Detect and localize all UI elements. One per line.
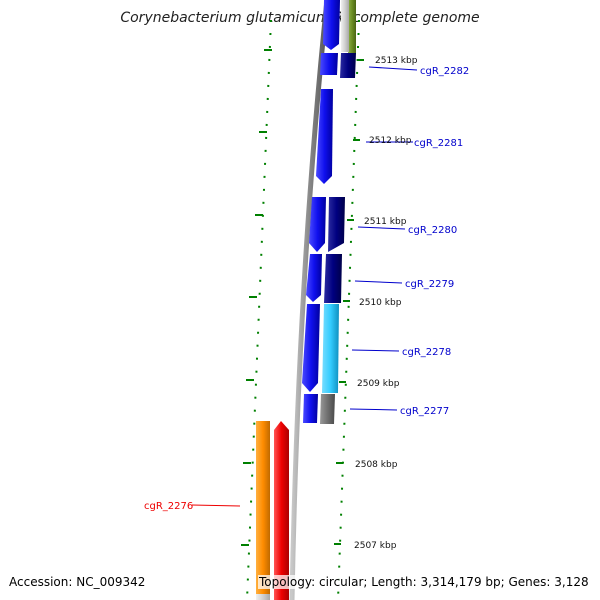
label-leader-cgR_2277 — [349, 408, 398, 411]
gene-arrow-top-forward[interactable] — [323, 0, 340, 50]
scale-label-2507: 2507 kbp — [354, 541, 397, 551]
outer-tick-ring — [337, 19, 360, 600]
gene-arrow-cgR_2280[interactable] — [328, 197, 345, 252]
scale-label-2510: 2510 kbp — [359, 298, 402, 308]
gene-arrow-cgR_2276[interactable] — [274, 421, 289, 600]
genome-backbone — [289, 0, 330, 600]
scale-label-2511: 2511 kbp — [364, 217, 407, 227]
label-leader-cgR_2276 — [191, 504, 241, 507]
label-leader-cgR_2279 — [354, 280, 403, 284]
gene-arrow-cgR_2282[interactable] — [340, 53, 356, 78]
gene-arrow-cgR_2278[interactable] — [322, 304, 339, 393]
gene-arrow-forward-2280[interactable] — [309, 197, 326, 252]
gene-label-cgR_2282[interactable]: cgR_2282 — [420, 66, 469, 77]
major-ticks — [241, 49, 364, 546]
feature-gray-partial — [341, 0, 349, 52]
gene-label-cgR_2278[interactable]: cgR_2278 — [402, 347, 451, 358]
gene-arrow-forward-2278[interactable] — [302, 304, 320, 392]
gene-arrow-cgR_2279[interactable] — [324, 254, 342, 303]
scale-label-2512: 2512 kbp — [369, 136, 412, 146]
feature-olive-partial — [348, 0, 356, 54]
gene-arrow-cgR_2281[interactable] — [316, 89, 333, 184]
scale-label-2509: 2509 kbp — [357, 379, 400, 389]
gene-label-cgR_2281[interactable]: cgR_2281 — [414, 138, 463, 149]
map-title: Corynebacterium glutamicum R, complete g… — [120, 10, 480, 26]
feature-orange-category — [256, 421, 270, 600]
feature-bottom-gray — [256, 594, 270, 600]
gene-label-cgR_2277[interactable]: cgR_2277 — [400, 406, 449, 417]
scale-label-2508: 2508 kbp — [355, 460, 398, 470]
accession-label: Accession: NC_009342 — [9, 575, 146, 589]
gene-label-cgR_2280[interactable]: cgR_2280 — [408, 225, 457, 236]
gene-label-cgR_2276[interactable]: cgR_2276 — [144, 501, 193, 512]
topology-info: Topology: circular; Length: 3,314,179 bp… — [258, 575, 590, 589]
gene-arrow-cgR_2277[interactable] — [320, 394, 335, 424]
gene-arrow-top-forward-lower[interactable] — [320, 53, 338, 75]
outer-dotted-ring — [337, 19, 360, 600]
label-leader-cgR_2278 — [351, 349, 400, 352]
label-leader-cgR_2280 — [357, 226, 406, 230]
scale-label-2513: 2513 kbp — [375, 56, 418, 66]
gene-arrow-forward-2279[interactable] — [306, 254, 322, 302]
label-leader-cgR_2282 — [368, 66, 418, 71]
gene-label-cgR_2279[interactable]: cgR_2279 — [405, 279, 454, 290]
gene-arrow-forward-2277[interactable] — [303, 394, 318, 423]
